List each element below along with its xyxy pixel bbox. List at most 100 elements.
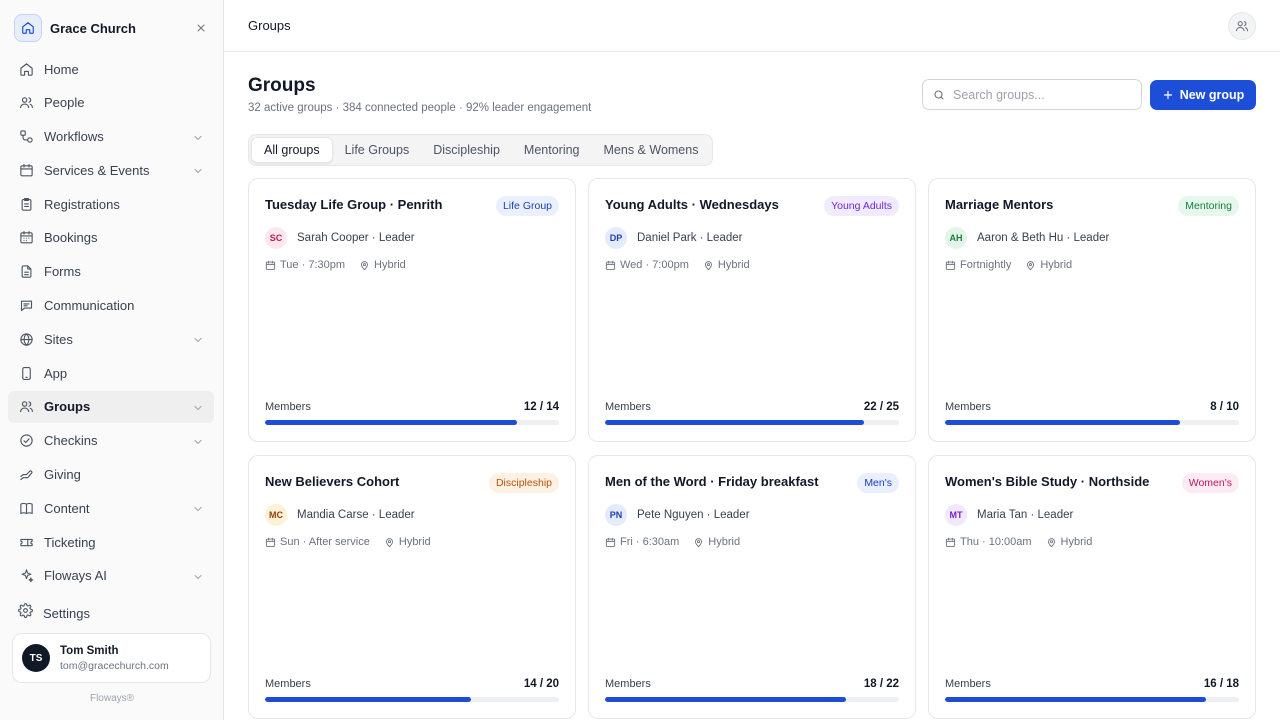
avatar: MT [945,504,967,526]
members-progress-bar [605,420,899,425]
breadcrumb: Groups [248,18,291,33]
sidebar-item-people[interactable]: People [8,87,214,119]
group-card[interactable]: Tuesday Life Group · Penrith Life Group SC… [248,178,576,442]
sparkle-icon [18,568,34,584]
members-progress-fill [605,420,864,425]
chevron-down-icon[interactable] [192,401,204,413]
members-progress-fill [945,420,1181,425]
group-location: Hybrid [1040,259,1073,271]
sidebar-item-floways-ai[interactable]: Floways AI [8,560,214,592]
message-icon [18,298,34,314]
org-name: Grace Church [50,20,136,36]
group-leader: Pete Nguyen · Leader [637,509,750,521]
check-circle-icon [18,433,34,449]
group-type-badge: Women's [1181,473,1239,493]
sidebar-item-groups[interactable]: Groups [8,390,214,423]
chevron-down-icon[interactable] [192,435,204,447]
chevron-down-icon[interactable] [192,570,204,582]
group-filter-tabs: All groups Life Groups Discipleship Mentori… [248,134,714,166]
group-title: Young Adults · Wednesdays [605,197,779,212]
tab-life-groups[interactable]: Life Groups [344,143,410,157]
plus-icon [1162,89,1174,101]
sidebar-item-sites[interactable]: Sites [8,323,214,355]
sidebar-item-bookings[interactable]: Bookings [8,222,214,254]
group-type-badge: Mentoring [1178,196,1239,216]
giving-hand-icon [18,467,34,483]
tab-all-groups[interactable]: All groups [251,137,333,163]
group-location: Hybrid [374,259,406,271]
user-email: tom@gracechurch.com [60,659,169,672]
calendar-icon [945,260,956,271]
sidebar-item-label: Forms [44,264,81,280]
org-switcher[interactable]: Grace Church [14,13,210,43]
book-icon [18,500,34,516]
group-schedule: Thu · 10:00am [960,536,1032,548]
sidebar-item-registrations[interactable]: Registrations [8,188,214,220]
calendar-icon [945,537,956,548]
chevron-down-icon[interactable] [192,333,204,345]
sidebar-item-label: Settings [43,605,90,621]
user-name: Tom Smith [60,644,119,657]
group-title: Men of the Word · Friday breakfast [605,474,819,489]
group-schedule: Fortnightly [960,259,1012,271]
sidebar-item-label: Home [44,61,79,77]
user-profile-card[interactable]: TS Tom Smith tom@gracechurch.com [12,633,211,683]
people-icon [18,95,34,111]
location-pin-icon [693,537,704,548]
group-card[interactable]: New Believers Cohort Discipleship MC Mandia… [248,455,576,719]
people-icon[interactable] [1228,12,1256,40]
top-bar: Groups [224,0,1280,52]
calendar-icon [265,260,276,271]
chevron-down-icon[interactable] [192,502,204,514]
home-icon [18,61,34,77]
sidebar-item-ticketing[interactable]: Ticketing [8,526,214,558]
sidebar-item-forms[interactable]: Forms [8,256,214,288]
sidebar-item-label: Registrations [44,196,120,212]
tab-discipleship[interactable]: Discipleship [433,143,500,157]
sidebar-item-label: App [44,365,68,381]
chevron-down-icon[interactable] [192,131,204,143]
sidebar-item-content[interactable]: Content [8,492,214,524]
close-icon[interactable] [192,19,210,37]
members-count: 16 / 18 [1203,678,1239,690]
group-card[interactable]: Marriage Mentors Mentoring AH Aaron & Beth … [928,178,1256,442]
sidebar-item-label: Services & Events [44,162,150,178]
group-schedule: Sun · After service [280,536,370,548]
group-schedule: Tue · 7:30pm [280,259,346,271]
group-leader: Daniel Park · Leader [637,232,743,244]
sidebar-item-label: Content [44,500,90,516]
search-icon [933,89,945,101]
group-card[interactable]: Men of the Word · Friday breakfast Men's P… [588,455,916,719]
avatar: PN [605,504,627,526]
group-type-badge: Men's [857,473,899,493]
calendar-icon [605,537,616,548]
chevron-down-icon[interactable] [192,164,204,176]
tab-mentoring[interactable]: Mentoring [523,143,580,157]
page-title: Groups [248,75,316,96]
group-card[interactable]: Women's Bible Study · Northside Women's MT… [928,455,1256,719]
group-schedule: Wed · 7:00pm [620,259,689,271]
location-pin-icon [1025,260,1036,271]
sidebar-item-settings[interactable]: Settings [8,597,214,629]
group-card[interactable]: Young Adults · Wednesdays Young Adults DP D… [588,178,916,442]
clipboard-icon [18,196,34,212]
sidebar-item-home[interactable]: Home [8,53,214,85]
members-label: Members [605,678,651,690]
gear-icon [18,603,33,623]
members-progress-fill [945,697,1207,702]
sidebar-item-label: Communication [44,298,135,314]
sidebar-item-checkins[interactable]: Checkins [8,425,214,457]
tab-mens-womens[interactable]: Mens & Womens [603,143,699,157]
search-box[interactable] [922,79,1142,110]
sidebar-item-services-events[interactable]: Services & Events [8,154,214,186]
group-schedule: Fri · 6:30am [620,536,680,548]
groups-icon [18,399,34,415]
members-label: Members [945,401,991,413]
search-input[interactable] [953,87,1133,102]
sidebar-item-workflows[interactable]: Workflows [8,121,214,153]
new-group-button[interactable]: New group [1150,80,1256,110]
sidebar-item-communication[interactable]: Communication [8,290,214,322]
calendar-grid-icon [18,230,34,246]
sidebar-item-giving[interactable]: Giving [8,459,214,491]
sidebar-item-app[interactable]: App [8,357,214,389]
